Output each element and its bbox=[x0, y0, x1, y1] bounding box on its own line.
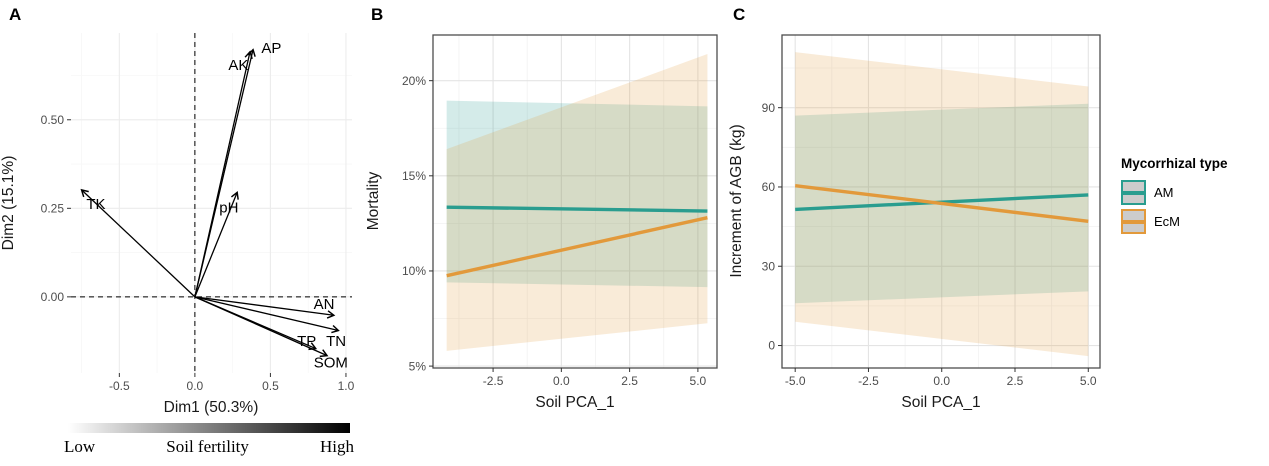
mycorrhizal-type-legend: Mycorrhizal type AM EcM bbox=[1121, 156, 1228, 238]
legend-item-ecm: EcM bbox=[1121, 209, 1228, 234]
ecm-key-swatch bbox=[1121, 209, 1146, 234]
panel-c-tag: C bbox=[733, 5, 746, 24]
gradient-low-label: Low bbox=[64, 437, 96, 456]
svg-text:Mortality: Mortality bbox=[365, 171, 382, 230]
arrow-tk bbox=[80, 188, 196, 298]
ecm-key-line bbox=[1123, 219, 1144, 224]
svg-text:5%: 5% bbox=[409, 359, 427, 373]
svg-text:Dim2 (15.1%): Dim2 (15.1%) bbox=[0, 156, 17, 251]
svg-text:0.25: 0.25 bbox=[41, 202, 65, 216]
panel-b-plot: -2.5 0.0 2.5 5.0 5% 10% 15% 20% Soil PCA_1 Mortal… bbox=[365, 34, 718, 411]
panel-b-tag: B bbox=[371, 5, 384, 24]
svg-text:-2.5: -2.5 bbox=[858, 374, 879, 388]
svg-text:1.0: 1.0 bbox=[338, 379, 355, 393]
panel-a-tag: A bbox=[9, 5, 22, 24]
legend-label-am: AM bbox=[1154, 185, 1174, 200]
svg-text:-0.5: -0.5 bbox=[109, 379, 130, 393]
soil-fertility-gradient-bar bbox=[68, 423, 350, 433]
gradient-title-label: Soil fertility bbox=[166, 437, 249, 456]
panel-c-border bbox=[781, 34, 1101, 369]
svg-text:Soil PCA_1: Soil PCA_1 bbox=[535, 394, 614, 411]
am-key-swatch bbox=[1121, 180, 1146, 205]
gradient-high-label: High bbox=[320, 437, 354, 456]
loading-arrows: TK pH AK AP AN TN TP SOM bbox=[80, 40, 348, 372]
svg-text:0: 0 bbox=[768, 339, 775, 353]
arrow-tn bbox=[194, 296, 340, 334]
svg-text:10%: 10% bbox=[402, 264, 426, 278]
svg-text:60: 60 bbox=[762, 180, 776, 194]
panel-c-plot: -5.0 -2.5 0.0 2.5 5.0 0 30 60 90 Soil PCA_1 Increm… bbox=[728, 34, 1101, 411]
arrow-label-ak: AK bbox=[228, 57, 248, 74]
svg-text:-2.5: -2.5 bbox=[483, 374, 504, 388]
svg-text:30: 30 bbox=[762, 259, 776, 273]
svg-text:0.50: 0.50 bbox=[41, 113, 65, 127]
svg-text:0.0: 0.0 bbox=[553, 374, 570, 388]
svg-text:Soil PCA_1: Soil PCA_1 bbox=[901, 394, 980, 411]
ecm-trend-line bbox=[446, 216, 708, 278]
svg-text:90: 90 bbox=[762, 101, 776, 115]
arrow-ap bbox=[194, 48, 256, 298]
legend-label-ecm: EcM bbox=[1154, 214, 1180, 229]
svg-text:15%: 15% bbox=[402, 169, 426, 183]
panel-b-border bbox=[432, 34, 718, 369]
svg-text:-5.0: -5.0 bbox=[785, 374, 806, 388]
svg-text:0.0: 0.0 bbox=[933, 374, 950, 388]
svg-text:0.5: 0.5 bbox=[262, 379, 279, 393]
svg-text:Increment of AGB (kg): Increment of AGB (kg) bbox=[728, 124, 745, 277]
ecm-confidence-band bbox=[446, 54, 708, 351]
panel-a-biplot: TK pH AK AP AN TN TP SOM -0.5 0.0 0.5 1.0 0.00 0.25 0.… bbox=[0, 33, 355, 416]
legend-title: Mycorrhizal type bbox=[1121, 156, 1228, 171]
soil-fertility-gradient-labels: Low Soil fertility High bbox=[64, 437, 354, 457]
arrow-label-an: AN bbox=[314, 296, 335, 313]
arrow-an bbox=[194, 296, 336, 319]
arrow-som bbox=[194, 296, 329, 358]
svg-text:20%: 20% bbox=[402, 74, 426, 88]
svg-text:0.00: 0.00 bbox=[41, 290, 65, 304]
svg-text:2.5: 2.5 bbox=[621, 374, 638, 388]
svg-text:5.0: 5.0 bbox=[690, 374, 707, 388]
svg-text:0.0: 0.0 bbox=[187, 379, 204, 393]
am-trend-line bbox=[446, 205, 708, 213]
arrow-label-ph: pH bbox=[219, 200, 238, 217]
am-key-line bbox=[1123, 190, 1144, 195]
arrow-label-tp: TP bbox=[297, 333, 316, 350]
svg-text:Dim1 (50.3%): Dim1 (50.3%) bbox=[164, 399, 259, 416]
arrow-label-tn: TN bbox=[326, 333, 346, 350]
arrow-label-som: SOM bbox=[314, 355, 348, 372]
svg-text:5.0: 5.0 bbox=[1080, 374, 1097, 388]
legend-item-am: AM bbox=[1121, 180, 1228, 205]
am-confidence-band bbox=[446, 100, 708, 288]
arrow-label-ap: AP bbox=[261, 40, 281, 57]
arrow-label-tk: TK bbox=[86, 196, 105, 213]
arrow-ph bbox=[194, 191, 239, 298]
ecm-trend-line bbox=[794, 183, 1089, 224]
svg-text:2.5: 2.5 bbox=[1007, 374, 1024, 388]
